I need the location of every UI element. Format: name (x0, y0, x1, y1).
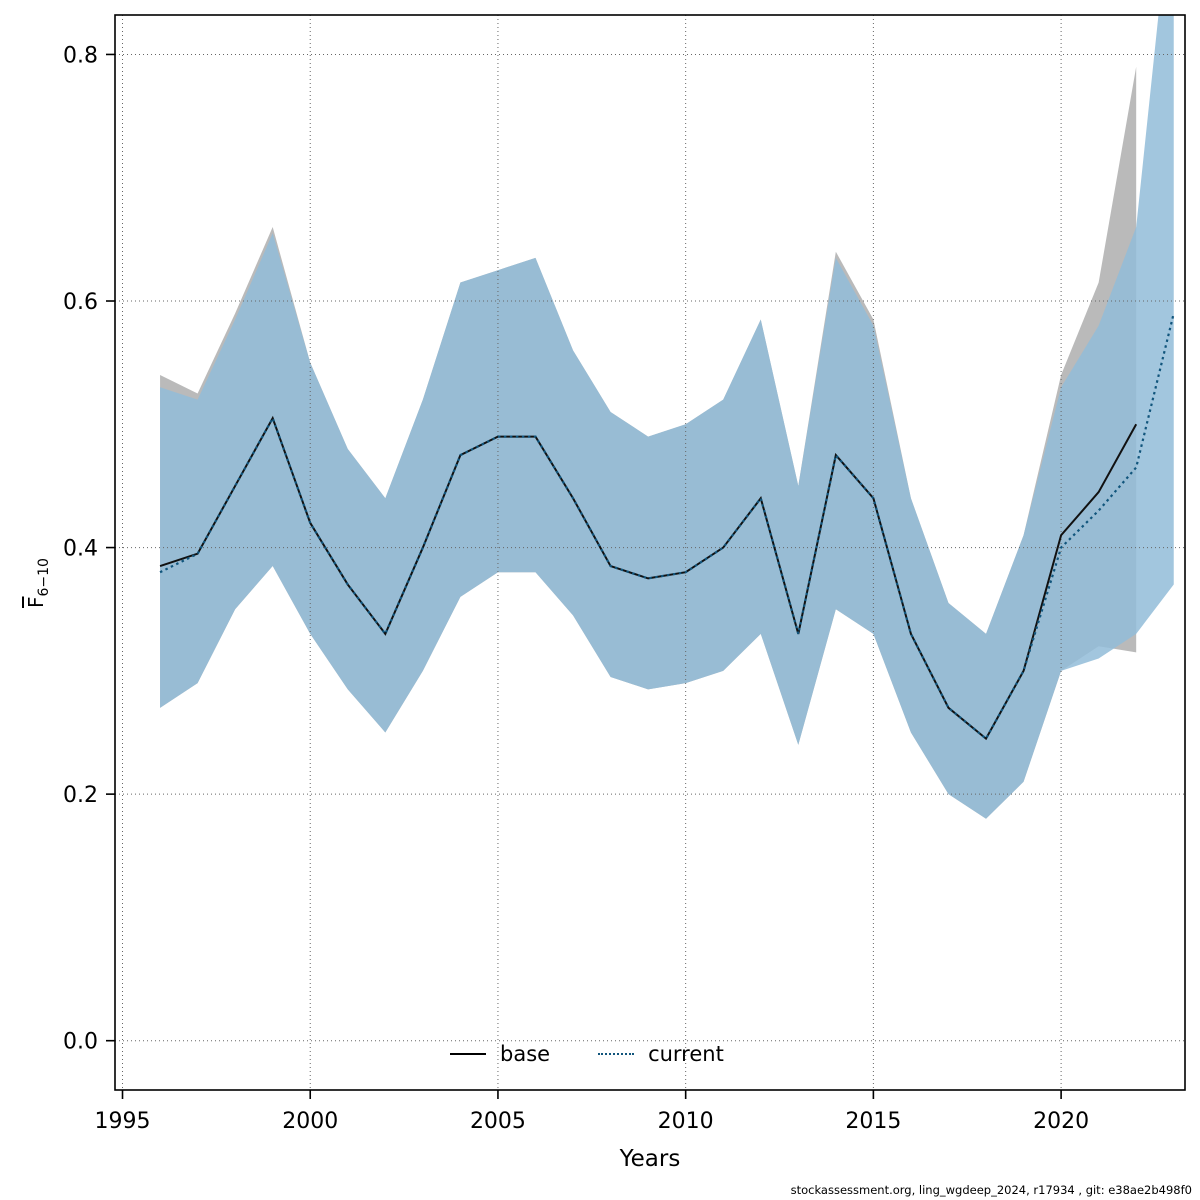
base-line-icon (450, 1053, 486, 1055)
legend: base current (450, 1042, 724, 1066)
y-axis-label-main: F (24, 596, 48, 608)
legend-label-current: current (648, 1042, 724, 1066)
current-line-icon (598, 1053, 635, 1055)
axes: 1995 2000 2005 2010 2015 2020 0.0 0.2 0.4 0.6 0.8 (63, 43, 1089, 1134)
plot-border (114, 14, 1186, 1091)
legend-item-base: base (450, 1042, 550, 1066)
x-tick-label: 2010 (658, 1109, 714, 1134)
x-tick-label: 2015 (845, 1109, 901, 1134)
y-axis-label-sub: 6−10 (36, 558, 52, 597)
y-tick-label: 0.6 (63, 290, 98, 315)
y-tick-label: 0.4 (63, 537, 98, 562)
legend-item-current: current (598, 1042, 724, 1066)
x-tick-label: 2000 (282, 1109, 338, 1134)
y-axis-label: F6−10 (24, 558, 52, 608)
source-footnote: stockassessment.org, ling_wgdeep_2024, r… (790, 1183, 1192, 1197)
current-line (159, 313, 1175, 741)
y-tick-label: 0.8 (63, 43, 98, 68)
legend-label-base: base (500, 1042, 551, 1066)
y-tick-label: 0.2 (63, 783, 98, 808)
x-tick-label: 2005 (470, 1109, 526, 1134)
x-axis-label: Years (619, 1146, 681, 1172)
current-confidence-band (160, 15, 1174, 819)
estimate-lines (159, 313, 1175, 741)
x-tick-label: 2020 (1033, 1109, 1089, 1134)
confidence-bands (160, 15, 1174, 819)
x-tick-label: 1995 (95, 1109, 151, 1134)
y-tick-label: 0.0 (63, 1030, 98, 1055)
